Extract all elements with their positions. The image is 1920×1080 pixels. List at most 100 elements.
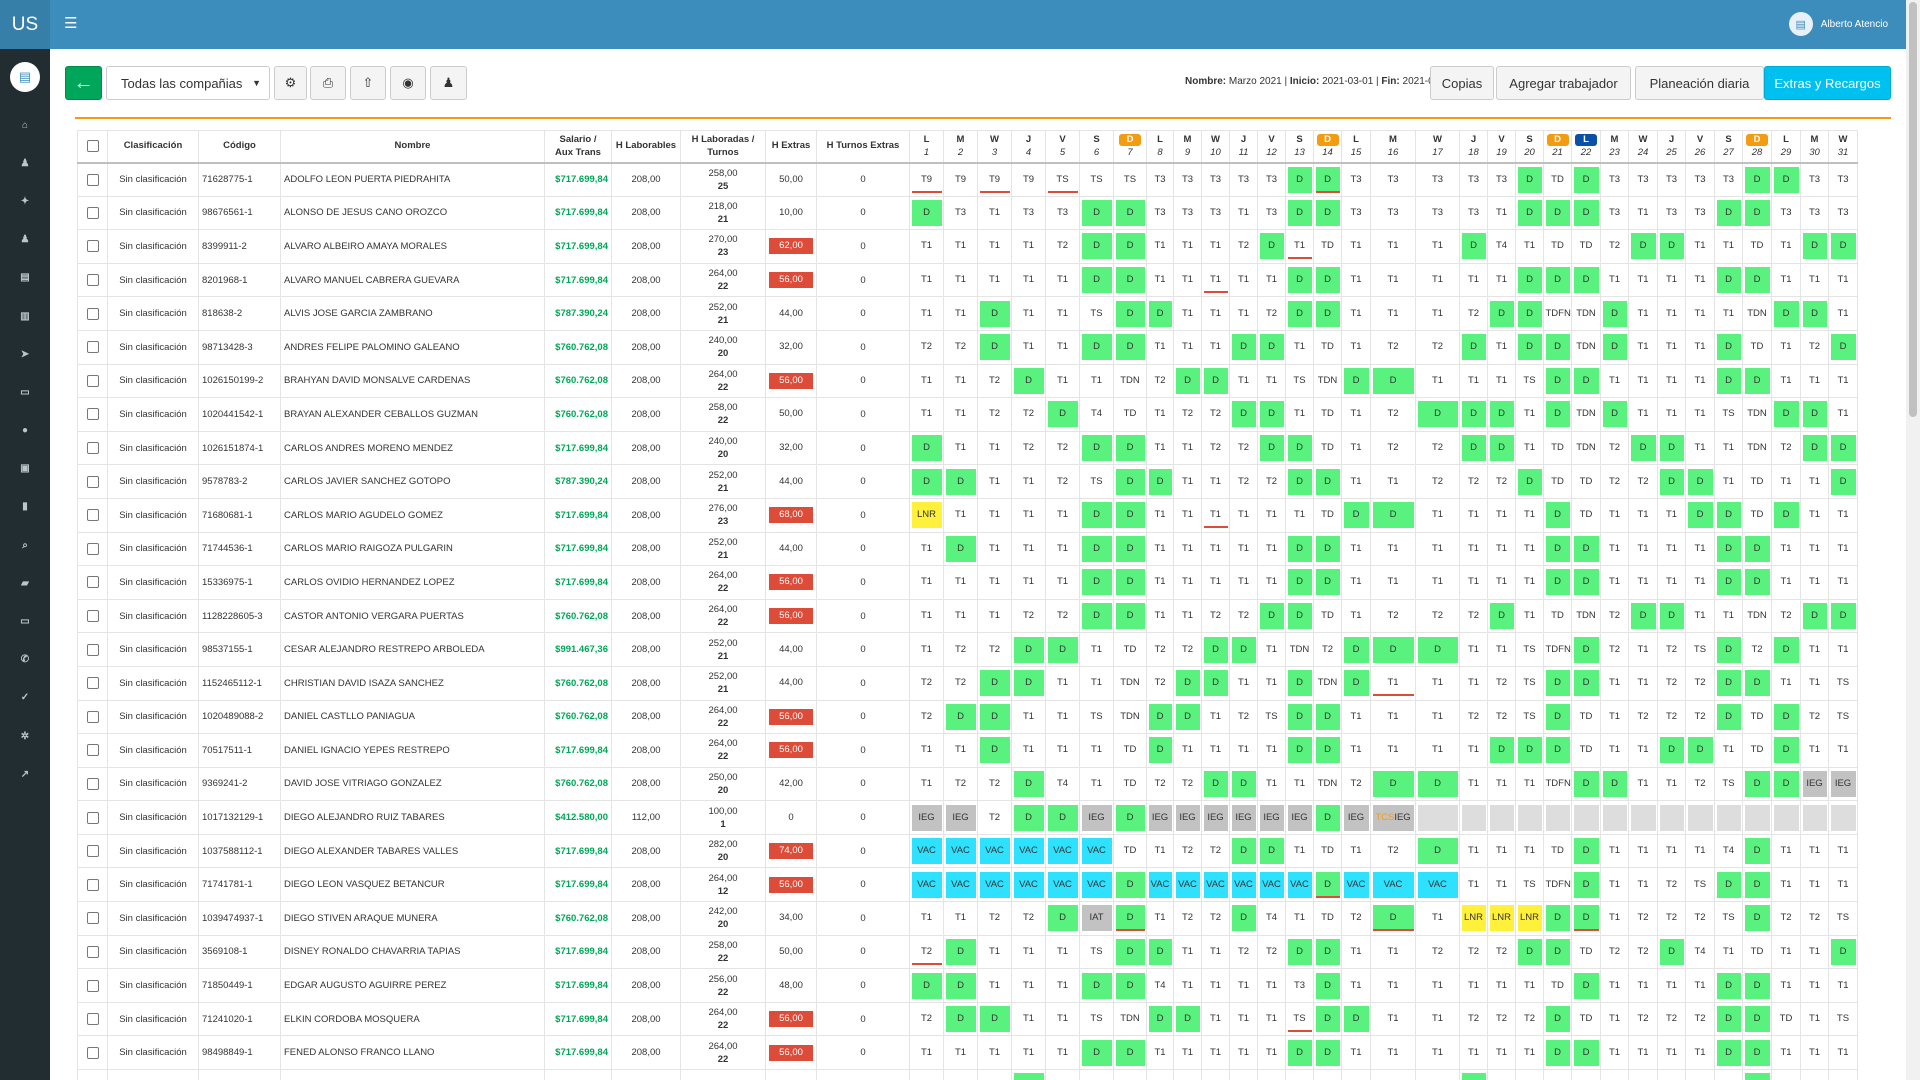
shift-cell[interactable] (1571, 1069, 1601, 1080)
shift-cell[interactable]: T1 (1628, 867, 1658, 903)
shift-cell[interactable]: T1 (1800, 363, 1829, 399)
shift-cell[interactable]: T1 (977, 262, 1012, 298)
shift-cell[interactable]: D (909, 195, 944, 231)
shift-cell[interactable]: D (1742, 766, 1772, 802)
shift-cell[interactable]: D (1146, 934, 1174, 970)
shift-cell[interactable]: T2 (1415, 329, 1460, 365)
shift-cell[interactable]: VAC (977, 833, 1012, 869)
shift-cell[interactable]: D (1229, 766, 1258, 802)
shift-cell[interactable]: VAC (1415, 867, 1460, 903)
shift-cell[interactable]: D (1370, 497, 1416, 533)
shift-cell[interactable]: LNR (1515, 901, 1544, 936)
shift-cell[interactable]: T1 (1415, 968, 1460, 1003)
shift-cell[interactable]: T1 (977, 195, 1012, 231)
shift-cell[interactable]: D (1459, 329, 1488, 365)
shift-cell[interactable]: D (977, 665, 1012, 701)
shift-cell[interactable]: D (1285, 430, 1314, 466)
shift-cell[interactable]: TS (1079, 934, 1114, 970)
shift-cell[interactable]: T1 (1045, 565, 1080, 600)
shift-cell[interactable]: T2 (1685, 766, 1715, 802)
shift-cell[interactable]: D (1742, 1001, 1772, 1037)
shift-cell[interactable]: T1 (1628, 296, 1658, 331)
shift-cell[interactable]: IEG (1341, 800, 1371, 835)
shift-cell[interactable]: T1 (1370, 1001, 1416, 1037)
shift-cell[interactable]: T1 (1079, 766, 1114, 802)
shift-cell[interactable]: TS (1515, 665, 1544, 701)
globe-icon[interactable]: ● (21, 425, 29, 437)
shift-cell[interactable]: D (1543, 901, 1572, 936)
shift-cell[interactable]: D (1800, 430, 1829, 466)
shift-cell[interactable]: T1 (1685, 397, 1715, 432)
day-header[interactable]: D 21 (1543, 130, 1572, 164)
shift-cell[interactable]: TDN (1113, 665, 1147, 701)
shift-cell[interactable]: D (1515, 296, 1544, 331)
shift-cell[interactable] (1459, 800, 1488, 835)
shift-cell[interactable]: T1 (1800, 867, 1829, 903)
shift-cell[interactable]: T2 (1628, 901, 1658, 936)
shift-cell[interactable]: TD (1313, 329, 1342, 365)
shift-cell[interactable]: T1 (1828, 531, 1858, 567)
shift-cell[interactable]: D (1571, 968, 1601, 1003)
shift-cell[interactable]: IEG (1079, 800, 1114, 835)
shift-cell[interactable]: TS (1113, 162, 1147, 197)
shift-cell[interactable]: D (1079, 497, 1114, 533)
shift-cell[interactable]: VAC (1079, 867, 1114, 903)
shift-cell[interactable]: D (1113, 901, 1147, 936)
shift-cell[interactable]: D (1571, 867, 1601, 903)
shift-cell[interactable]: D (943, 968, 978, 1003)
shift-cell[interactable]: D (1313, 162, 1342, 197)
shift-cell[interactable]: D (1173, 363, 1202, 399)
shift-cell[interactable]: T2 (977, 800, 1012, 835)
shift-cell[interactable]: VAC (909, 833, 944, 869)
menu-toggle-icon[interactable]: ☰ (64, 15, 78, 32)
shift-cell[interactable]: T1 (1079, 733, 1114, 768)
shift-cell[interactable]: TDN (1742, 397, 1772, 432)
shift-cell[interactable] (1257, 1069, 1286, 1080)
shift-cell[interactable]: TDN (1742, 598, 1772, 634)
shift-cell[interactable] (1600, 1069, 1629, 1080)
shift-cell[interactable]: D (1257, 833, 1286, 869)
shift-cell[interactable]: T4 (1714, 833, 1743, 869)
row-checkbox[interactable] (86, 945, 99, 958)
shift-cell[interactable]: D (1313, 733, 1342, 768)
shift-cell[interactable]: D (1543, 733, 1572, 768)
shift-cell[interactable]: TD (1742, 329, 1772, 365)
shift-cell[interactable]: T1 (1370, 464, 1416, 499)
shift-cell[interactable]: D (1742, 968, 1772, 1003)
shift-cell[interactable]: T2 (1800, 329, 1829, 365)
shift-cell[interactable]: T1 (1771, 665, 1801, 701)
shift-cell[interactable]: T2 (909, 1001, 944, 1037)
shift-cell[interactable]: TS (1714, 397, 1743, 432)
day-header[interactable]: V 12 (1257, 130, 1286, 164)
shift-cell[interactable]: T1 (1201, 968, 1230, 1003)
shift-cell[interactable]: T2 (1771, 901, 1801, 936)
shift-cell[interactable]: T1 (1011, 229, 1046, 264)
shift-cell[interactable]: D (1257, 397, 1286, 432)
shift-cell[interactable]: D (1313, 968, 1342, 1003)
shift-cell[interactable]: T1 (1229, 565, 1258, 600)
shift-cell[interactable]: T2 (1229, 598, 1258, 634)
shift-cell[interactable]: D (1011, 665, 1046, 701)
shift-cell[interactable]: D (1571, 766, 1601, 802)
clipboard-icon[interactable]: ▣ (20, 463, 30, 475)
shift-cell[interactable]: D (1045, 800, 1080, 835)
shift-cell[interactable]: D (1370, 363, 1416, 399)
shift-cell[interactable]: D (1113, 531, 1147, 567)
shift-cell[interactable]: D (1714, 262, 1743, 298)
shift-cell[interactable]: D (1011, 363, 1046, 399)
shift-cell[interactable]: IEG (1257, 800, 1286, 835)
shift-cell[interactable]: T2 (1415, 934, 1460, 970)
shift-cell[interactable]: TD (1742, 934, 1772, 970)
shift-cell[interactable]: D (1173, 699, 1202, 735)
shift-cell[interactable]: T2 (1313, 632, 1342, 667)
shift-cell[interactable]: T1 (1800, 565, 1829, 600)
shift-cell[interactable]: T1 (1370, 699, 1416, 735)
shift-cell[interactable]: T1 (1257, 968, 1286, 1003)
day-header[interactable]: W 17 (1415, 130, 1460, 164)
shift-cell[interactable]: T2 (1487, 934, 1516, 970)
shift-cell[interactable]: TD (1742, 733, 1772, 768)
shift-cell[interactable]: T1 (1714, 934, 1743, 970)
shift-cell[interactable]: T1 (1285, 329, 1314, 365)
